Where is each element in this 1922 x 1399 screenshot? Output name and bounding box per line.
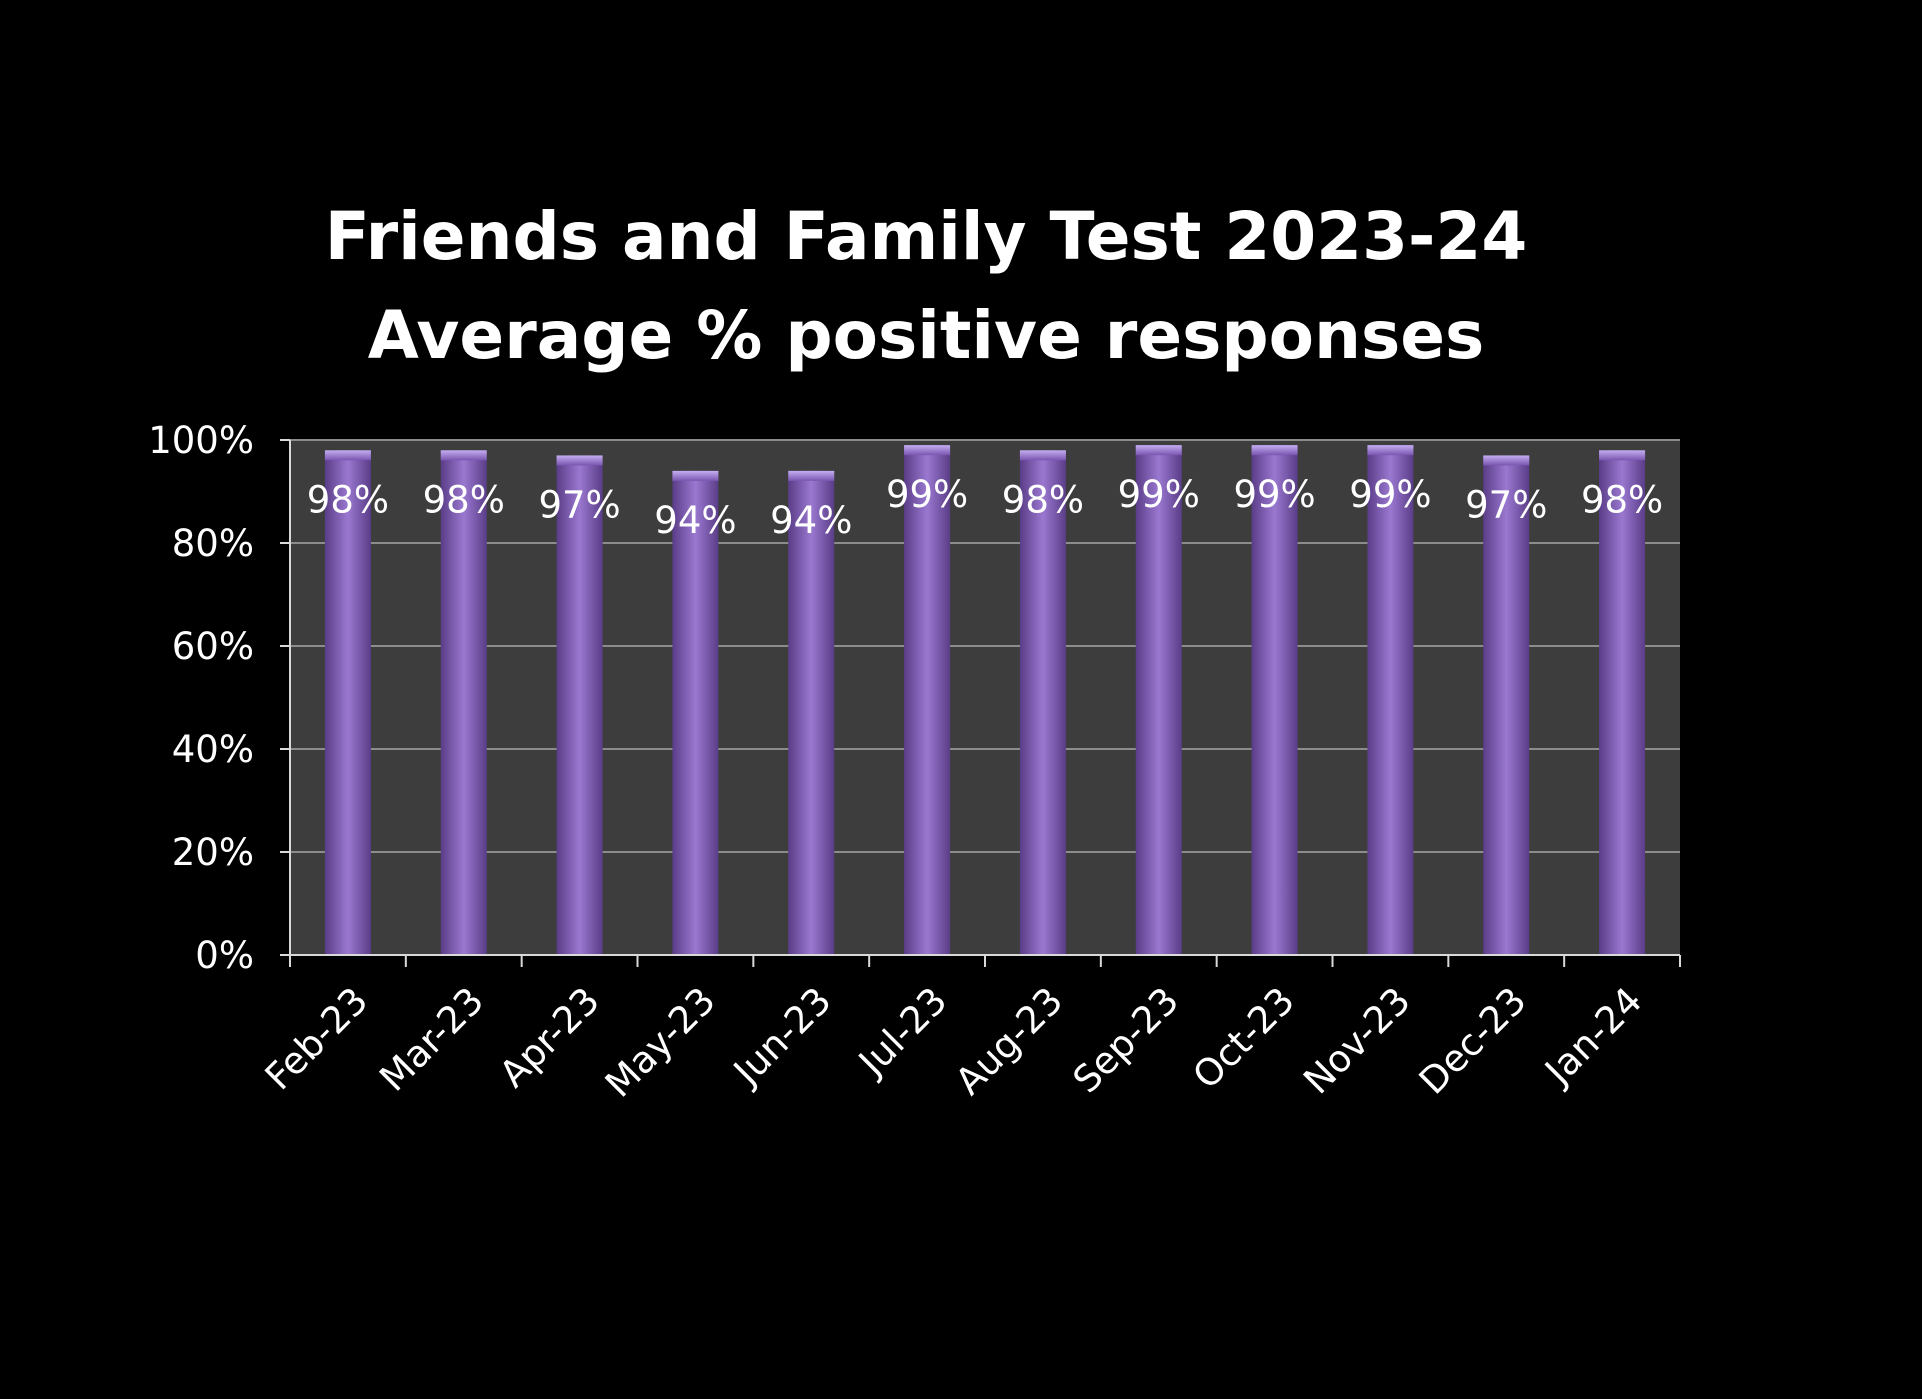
data-label: 98% (1002, 478, 1084, 521)
data-labels: 98% 98% 97% 94% 94% 99% 98% 99% 99% 99% 97% 98% (307, 473, 1663, 542)
y-tick-label: 80% (172, 522, 254, 565)
bar-cap (788, 470, 835, 481)
data-label: 98% (1581, 478, 1663, 521)
bar-cap (1599, 450, 1646, 461)
chart-title: Friends and Family Test 2023-24 (325, 198, 1528, 275)
data-label: 97% (538, 483, 620, 526)
plot-area (290, 440, 1680, 955)
data-label: 99% (886, 473, 968, 516)
axes (280, 439, 1681, 967)
y-tick-label: 100% (148, 419, 254, 462)
bar-cap (672, 470, 719, 481)
bar (1483, 455, 1530, 955)
bar-cap (1483, 455, 1530, 466)
bar (324, 450, 371, 955)
bar-cap (1019, 450, 1066, 461)
bar-cap (1135, 445, 1182, 456)
bars (324, 445, 1646, 955)
data-label: 98% (423, 478, 505, 521)
bar (788, 470, 835, 955)
chart-subtitle: Average % positive responses (368, 297, 1485, 374)
bar-cap (1367, 445, 1414, 456)
bar (556, 455, 603, 955)
y-tick-label: 60% (172, 625, 254, 668)
bar (1135, 445, 1182, 955)
bar (904, 445, 951, 955)
bar-cap (556, 455, 603, 466)
data-label: 94% (770, 499, 852, 542)
data-label: 99% (1349, 473, 1431, 516)
bar (672, 470, 719, 955)
y-tick-label: 0% (195, 934, 254, 977)
y-tick-label: 20% (172, 831, 254, 874)
y-axis-tick-labels: 0% 20% 40% 60% 80% 100% (148, 419, 254, 977)
bar-cap (1251, 445, 1298, 456)
bar-cap (324, 450, 371, 461)
data-label: 99% (1118, 473, 1200, 516)
bar (1599, 450, 1646, 955)
bar (1251, 445, 1298, 955)
bar (1019, 450, 1066, 955)
gridlines (290, 439, 1680, 853)
y-tick-label: 40% (172, 728, 254, 771)
data-label: 97% (1465, 483, 1547, 526)
data-label: 94% (654, 499, 736, 542)
bar-cap (904, 445, 951, 456)
data-label: 98% (307, 478, 389, 521)
bar (1367, 445, 1414, 955)
bar (440, 450, 487, 955)
data-label: 99% (1233, 473, 1315, 516)
bar-cap (440, 450, 487, 461)
